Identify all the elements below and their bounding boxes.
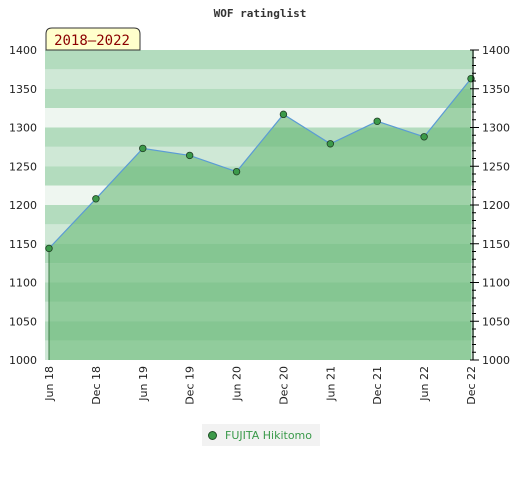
x-tick-label: Jun 21 [324, 366, 337, 402]
left-tick-label: 1250 [9, 160, 37, 173]
left-tick-label: 1100 [9, 277, 37, 290]
data-point [92, 195, 100, 203]
x-tick-label: Jun 20 [231, 366, 244, 402]
right-tick-label: 1250 [482, 160, 510, 173]
legend: FUJITA Hikitomo [202, 424, 320, 446]
right-y-axis: 1000 1050 1100 1150 1200 1250 1300 1350 1400 [470, 44, 510, 367]
right-tick-label: 1200 [482, 199, 510, 212]
period-badge: 2018–2022 [45, 27, 141, 51]
legend-series-name: FUJITA Hikitomo [225, 428, 312, 442]
left-tick-label: 1050 [9, 315, 37, 328]
data-point [420, 133, 428, 141]
x-tick-label: Jun 18 [43, 366, 56, 402]
x-tick-label: Jun 22 [418, 366, 431, 402]
right-tick-label: 1100 [482, 277, 510, 290]
left-tick-label: 1200 [9, 199, 37, 212]
data-points [45, 74, 475, 360]
data-point [326, 140, 335, 148]
left-y-axis: 1000 1050 1100 1150 1200 1250 1300 1350 1400 [9, 44, 37, 367]
grid-band [45, 108, 474, 128]
data-point [373, 117, 381, 125]
right-tick-label: 1350 [482, 83, 510, 96]
legend-marker-icon [208, 430, 217, 440]
x-tick-label: Dec 18 [90, 366, 103, 405]
left-tick-label: 1150 [9, 238, 37, 251]
left-tick-label: 1400 [9, 44, 37, 57]
data-point [185, 151, 194, 160]
right-tick-label: 1050 [482, 315, 510, 328]
grid-band [45, 88, 474, 109]
left-tick-label: 1000 [9, 354, 37, 367]
rating-area [49, 78, 471, 361]
grid-band [45, 50, 474, 70]
left-tick-label: 1300 [9, 122, 37, 135]
data-point [279, 110, 288, 119]
x-tick-label: Dec 21 [371, 366, 384, 405]
right-tick-label: 1400 [482, 44, 510, 57]
x-axis: Jun 18 Dec 18 Jun 19 Dec 19 Jun 20 Dec 20 Jun … [43, 366, 478, 405]
x-tick-label: Dec 20 [277, 366, 290, 405]
x-tick-label: Dec 22 [465, 366, 478, 405]
right-tick-label: 1300 [482, 122, 510, 135]
x-tick-label: Jun 19 [137, 366, 150, 402]
grid-band [45, 69, 474, 89]
period-label: 2018–2022 [54, 33, 130, 49]
data-point [232, 167, 241, 176]
left-tick-label: 1350 [9, 83, 37, 96]
right-tick-label: 1150 [482, 238, 510, 251]
data-point [139, 144, 147, 153]
x-tick-label: Dec 19 [184, 366, 197, 405]
rating-line [48, 78, 472, 249]
right-tick-label: 1000 [482, 354, 510, 367]
data-point [45, 244, 53, 253]
chart-title: WOF ratinglist [214, 7, 307, 20]
